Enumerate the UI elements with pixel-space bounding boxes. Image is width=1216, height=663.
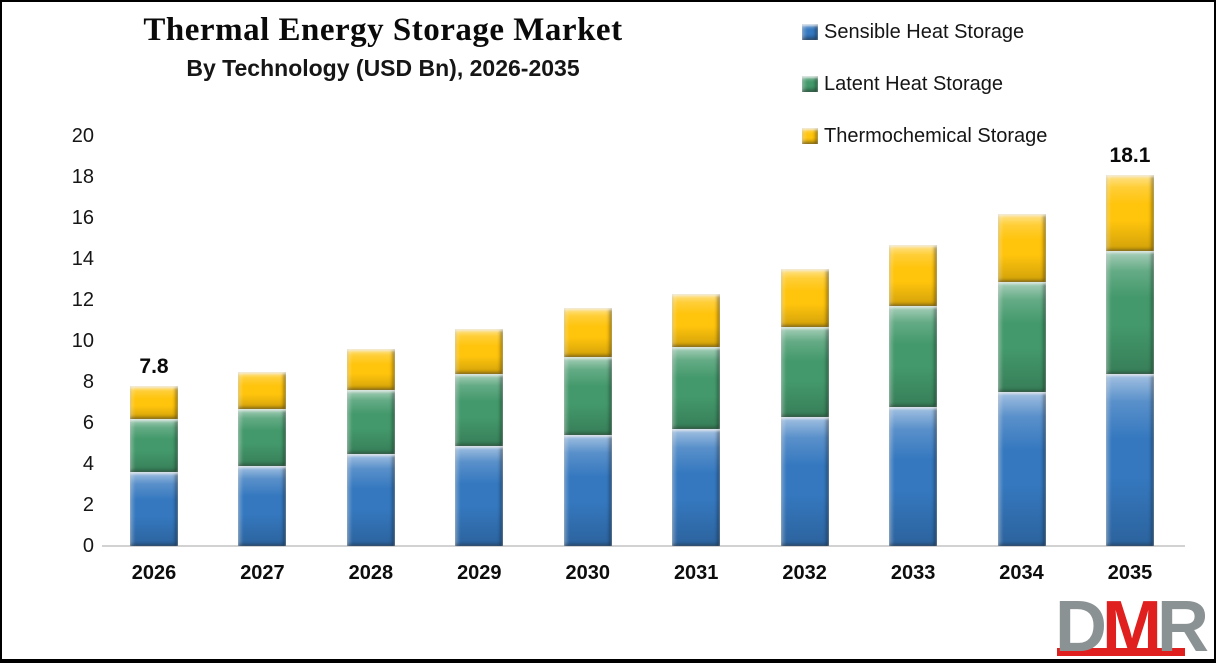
y-axis-tick-label: 12 [71, 289, 94, 311]
bar-value-label: 18.1 [1109, 143, 1151, 167]
bar-segment [130, 386, 178, 419]
y-axis-tick-label: 2 [82, 494, 94, 516]
legend-item: Thermochemical Storage [802, 123, 1047, 149]
x-axis-label: 2032 [782, 562, 827, 584]
legend-marker-latent-icon [802, 76, 818, 92]
bar-segment [997, 392, 1046, 546]
bar-segment [563, 357, 612, 436]
chart-header: Thermal Energy Storage Market By Technol… [2, 12, 764, 82]
y-axis-tick-label: 20 [71, 125, 94, 147]
x-axis-label: 2035 [1107, 562, 1153, 584]
chart-title: Thermal Energy Storage Market [143, 12, 623, 48]
y-axis-tick-label: 6 [82, 412, 94, 434]
legend-marker-thermochemical-icon [802, 128, 818, 144]
legend-item: Latent Heat Storage [802, 71, 1047, 97]
y-axis-tick-label: 10 [71, 330, 94, 352]
bar-segment [672, 429, 721, 546]
bar-segment [889, 406, 938, 546]
x-axis-label: 2028 [348, 562, 394, 584]
bar-segment [130, 472, 178, 546]
dmr-logo: D M R [1055, 586, 1209, 663]
x-axis-label: 2031 [673, 562, 719, 584]
bar-segment [346, 390, 395, 454]
bar-segment [346, 453, 395, 546]
bar-segment [672, 293, 721, 348]
bar-segment [238, 408, 287, 467]
legend: Sensible Heat Storage Latent Heat Storag… [802, 19, 1047, 175]
bar-segment [346, 349, 395, 391]
bar-segment [238, 371, 287, 409]
bar-segment [1105, 250, 1154, 374]
bar-segment [238, 466, 287, 546]
x-axis-label: 2033 [890, 562, 936, 584]
bar-segment [1105, 174, 1154, 251]
chart-subtitle: By Technology (USD Bn), 2026-2035 [186, 55, 580, 81]
bar-segment [780, 326, 829, 417]
x-axis-label: 2034 [999, 562, 1044, 584]
legend-label: Thermochemical Storage [824, 124, 1048, 147]
bar-segment [889, 306, 938, 407]
bar-segment [997, 281, 1046, 393]
x-axis-label: 2030 [565, 562, 611, 584]
bar-segment [889, 244, 938, 307]
bar-segment [997, 213, 1046, 282]
legend-label: Sensible Heat Storage [824, 20, 1025, 43]
y-axis-tick-label: 4 [82, 453, 94, 475]
x-axis-label: 2026 [131, 562, 177, 584]
logo-letter-m: M [1102, 586, 1162, 663]
x-axis-label: 2029 [457, 562, 502, 584]
legend-item: Sensible Heat Storage [802, 19, 1047, 45]
bar-segment [563, 435, 612, 546]
x-axis-line [102, 545, 1185, 547]
legend-label: Latent Heat Storage [824, 72, 1004, 95]
y-axis-tick-label: 16 [71, 207, 94, 229]
logo-letter-r: R [1157, 586, 1209, 663]
bar-segment [130, 418, 178, 473]
logo-letter-d: D [1055, 586, 1107, 663]
bar-segment [455, 373, 504, 446]
bar-value-label: 7.8 [139, 355, 169, 379]
legend-marker-sensible-icon [802, 24, 818, 40]
bar-segment [672, 347, 721, 430]
bar-segment [1105, 373, 1154, 546]
bar-segment [455, 445, 504, 546]
x-axis-label: 2027 [240, 562, 285, 584]
logo-underline-bar [1057, 648, 1186, 656]
y-axis-tick-label: 18 [71, 166, 94, 188]
bar-segment [563, 308, 612, 358]
bar-segment [780, 416, 829, 546]
bar-segment [455, 328, 504, 374]
y-axis-tick-label: 14 [71, 248, 94, 270]
y-axis-tick-label: 0 [82, 535, 94, 557]
bar-segment [780, 269, 829, 327]
y-axis-tick-label: 8 [82, 371, 94, 393]
